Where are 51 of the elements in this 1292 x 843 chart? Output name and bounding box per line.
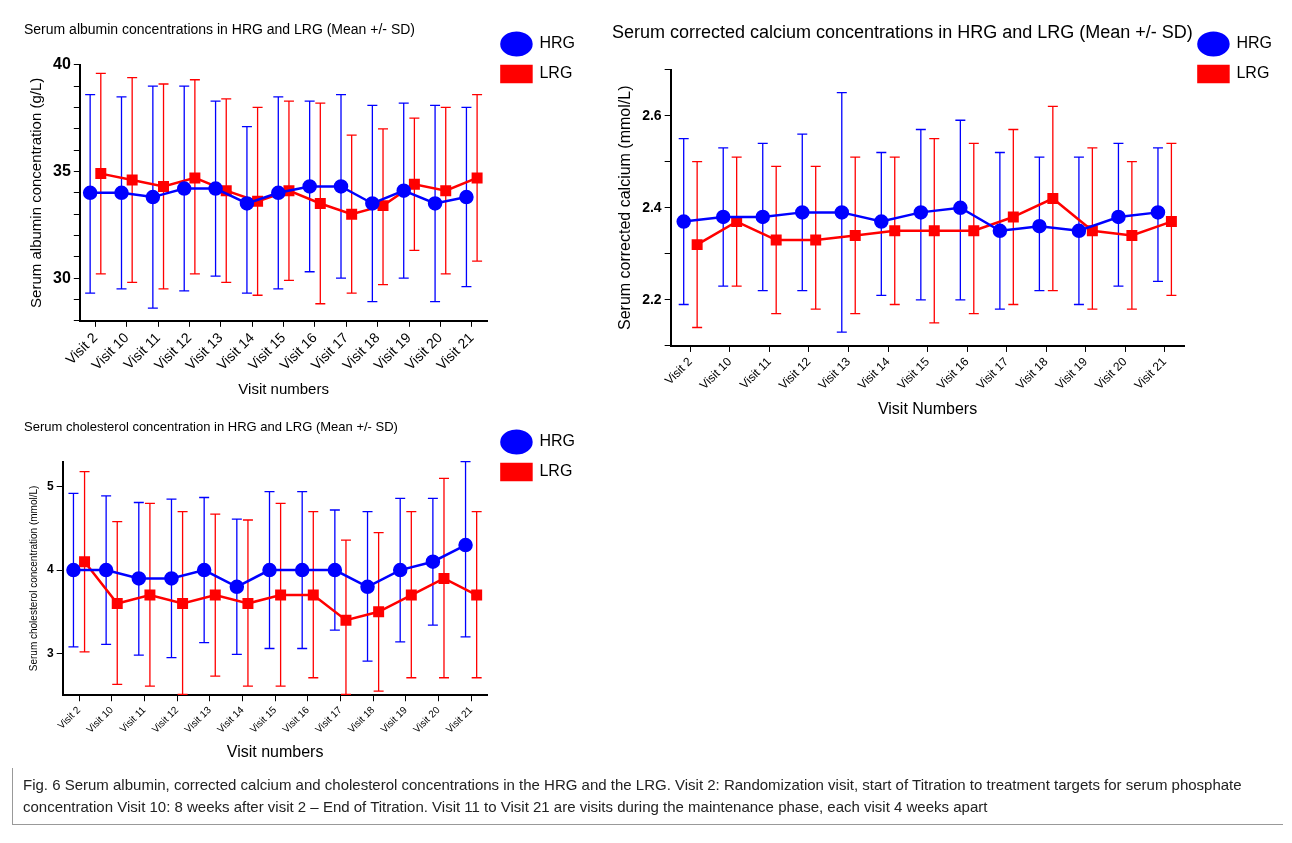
y-tick-label: 2.2 <box>642 290 662 307</box>
y-tick-label: 30 <box>53 268 71 286</box>
x-axis-title: Visit numbers <box>226 742 324 760</box>
y-tick-label: 40 <box>53 55 71 73</box>
x-tick-label: Visit 13 <box>815 354 854 393</box>
x-tick-label: Visit 21 <box>443 703 475 735</box>
x-tick-label: Visit 14 <box>214 703 247 735</box>
x-axis-title: Visit Numbers <box>877 399 978 417</box>
x-tick-label: Visit 21 <box>1131 354 1170 393</box>
chart-title: Serum corrected calcium concentrations in HRG and LRG (Mean +/- SD) <box>612 21 1193 42</box>
x-tick-label: Visit 16 <box>280 703 312 735</box>
caption: Fig. 6 Serum albumin, corrected calcium and cholesterol concentrations in the HRG and the LRG. Visit 2: Randomization visit, start of Titration to treatment targets for serum phosphate concentration Visit 10: 8 weeks after visit 2 – End of Titration. Visit 11 to Visit 21 are visits during the maintenance phase, each visit 4 weeks apart <box>23 775 1243 817</box>
x-axis-title: Visit numbers <box>238 380 329 398</box>
x-tick-label: Visit 10 <box>696 354 735 393</box>
y-tick-label: 5 <box>46 478 54 493</box>
y-tick-label: 2.6 <box>642 106 662 123</box>
legend-label: LRG <box>539 462 573 480</box>
x-tick-label: Visit 2 <box>662 354 696 388</box>
x-tick-label: Visit 11 <box>736 354 775 392</box>
chart-title: Serum cholesterol concentration in HRG and LRG (Mean +/- SD) <box>24 419 398 435</box>
x-tick-label: Visit 14 <box>854 354 893 393</box>
x-tick-label: Visit 20 <box>1092 354 1130 393</box>
legend-label: HRG <box>539 34 576 52</box>
x-tick-label: Visit 19 <box>378 703 410 735</box>
x-tick-label: Visit 11 <box>117 703 149 735</box>
y-tick-label: 2.4 <box>642 198 662 215</box>
x-tick-label: Visit 18 <box>1013 354 1051 393</box>
y-axis-title: Serum albumin concentration (g/L) <box>27 77 45 308</box>
x-tick-label: Visit 10 <box>84 703 116 735</box>
y-tick-label: 4 <box>46 562 54 577</box>
x-tick-label: Visit 15 <box>247 703 279 735</box>
x-tick-label: Visit 15 <box>894 354 933 393</box>
legend-label: HRG <box>539 432 576 450</box>
x-tick-label: Visit 2 <box>55 703 83 731</box>
x-tick-label: Visit 13 <box>182 703 214 735</box>
x-tick-label: Visit 12 <box>149 703 181 735</box>
x-tick-label: Visit 20 <box>410 703 443 735</box>
legend-label: LRG <box>1236 64 1270 82</box>
x-tick-label: Visit 17 <box>312 703 345 735</box>
x-tick-label: Visit 18 <box>345 703 377 735</box>
y-axis-title: Serum corrected calcium (mmol/L) <box>616 85 634 331</box>
x-tick-label: Visit 19 <box>1052 354 1091 393</box>
y-tick-label: 3 <box>46 645 54 660</box>
x-tick-label: Visit 12 <box>775 354 814 393</box>
legend-label: HRG <box>1236 34 1273 52</box>
x-tick-label: Visit 16 <box>933 354 972 393</box>
y-tick-label: 35 <box>53 161 71 179</box>
x-tick-label: Visit 17 <box>973 354 1012 393</box>
y-axis-title: Serum cholesterol concentration (mmol/L) <box>27 485 39 672</box>
legend-label: LRG <box>539 64 573 82</box>
chart-title: Serum albumin concentrations in HRG and LRG (Mean +/- SD) <box>24 21 415 38</box>
